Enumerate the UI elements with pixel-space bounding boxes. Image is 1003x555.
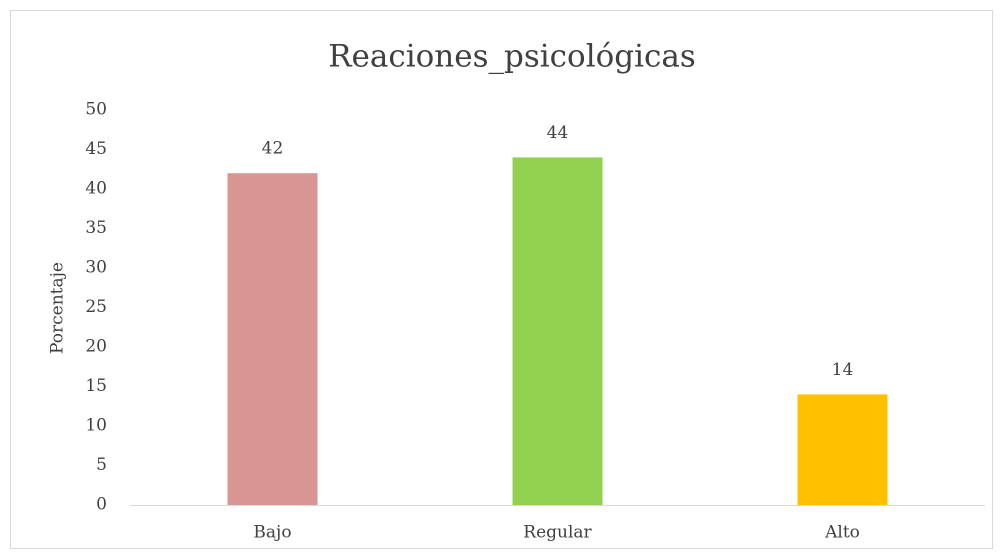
y-tick-label: 30 — [85, 258, 107, 278]
y-tick-label: 10 — [85, 416, 107, 436]
bar — [227, 173, 318, 505]
y-tick-label: 5 — [96, 455, 107, 475]
bar — [797, 394, 888, 505]
chart-title: Reaciones_psicológicas — [328, 39, 696, 75]
x-tick-label: Bajo — [253, 523, 291, 543]
y-tick-label: 20 — [85, 337, 107, 357]
y-tick-label: 50 — [85, 100, 107, 120]
y-tick-label: 25 — [85, 297, 107, 317]
data-label: 42 — [262, 139, 284, 159]
data-label: 14 — [832, 360, 854, 380]
bar — [512, 157, 603, 505]
y-tick-label: 15 — [85, 376, 107, 396]
y-tick-label: 35 — [85, 218, 107, 238]
data-label: 44 — [547, 123, 569, 143]
y-tick-label: 0 — [96, 495, 107, 515]
x-tick-label: Alto — [824, 523, 860, 543]
y-tick-label: 40 — [85, 179, 107, 199]
x-tick-label: Regular — [523, 523, 592, 543]
y-axis-label: Porcentaje — [48, 262, 68, 354]
y-tick-label: 45 — [85, 139, 107, 159]
